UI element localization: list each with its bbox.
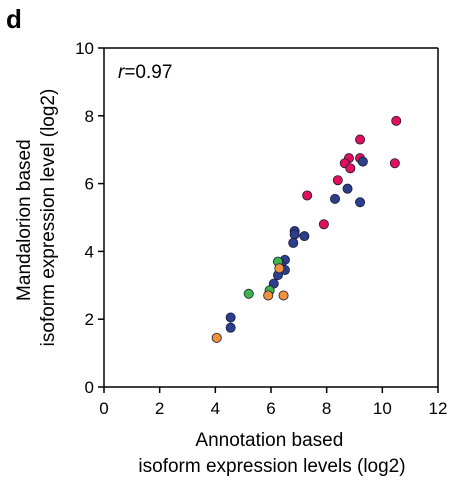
data-point-red	[302, 190, 313, 201]
data-point-blue	[288, 237, 299, 248]
data-point-red	[389, 158, 400, 169]
data-point-green	[243, 288, 254, 299]
data-point-red	[355, 134, 366, 145]
x-tick-label: 12	[429, 399, 448, 418]
y-tick-label: 4	[85, 242, 94, 261]
y-tick-label: 8	[85, 107, 94, 126]
data-point-blue	[225, 322, 236, 333]
x-tick-label: 6	[266, 399, 275, 418]
x-tick-label: 0	[99, 399, 108, 418]
data-point-red	[332, 175, 343, 186]
data-point-red	[318, 219, 329, 230]
correlation-annotation: r=0.97	[118, 62, 172, 83]
data-point-orange	[278, 290, 289, 301]
data-point-red	[345, 163, 356, 174]
y-tick-label: 6	[85, 175, 94, 194]
data-point-blue	[225, 312, 236, 323]
y-axis-title-line-1: Mandalorion based	[14, 139, 35, 301]
panel-letter: d	[6, 4, 22, 34]
x-axis-title: Annotation based isoform expression leve…	[138, 430, 405, 477]
data-point-red	[391, 115, 402, 126]
x-tick-label: 2	[155, 399, 164, 418]
y-axis-title-line-2: isoform expression level (log2)	[38, 89, 59, 347]
data-point-blue	[342, 183, 353, 194]
correlation-symbol: r	[118, 62, 125, 83]
x-tick-label: 10	[373, 399, 392, 418]
x-axis-title-line-1: Annotation based	[195, 430, 343, 451]
data-point-orange	[274, 263, 285, 274]
axes	[103, 47, 439, 388]
x-ticks: 0 2 4 6 8 10 12	[99, 387, 447, 418]
data-point-orange	[263, 290, 274, 301]
data-points	[211, 115, 402, 343]
data-point-orange	[211, 332, 222, 343]
data-point-blue	[289, 229, 300, 240]
data-point-blue	[355, 197, 366, 208]
y-tick-label: 10	[75, 39, 94, 58]
x-tick-label: 4	[211, 399, 220, 418]
y-tick-label: 2	[85, 310, 94, 329]
data-point-blue	[357, 156, 368, 167]
data-point-blue	[299, 231, 310, 242]
x-tick-label: 8	[322, 399, 331, 418]
x-axis-title-line-2: isoform expression levels (log2)	[138, 456, 405, 477]
y-axis-title: Mandalorion based isoform expression lev…	[14, 89, 59, 347]
data-point-blue	[330, 193, 341, 204]
y-tick-label: 0	[85, 378, 94, 397]
correlation-value: =0.97	[124, 62, 172, 83]
y-ticks: 0 2 4 6 8 10	[75, 39, 104, 397]
